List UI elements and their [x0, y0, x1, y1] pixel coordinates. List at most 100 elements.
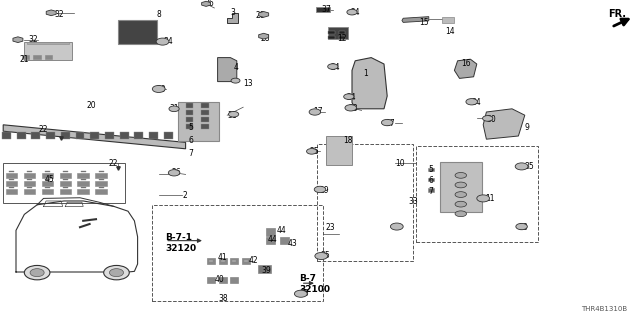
- Text: THR4B1310B: THR4B1310B: [581, 306, 627, 312]
- Bar: [63, 171, 68, 172]
- Bar: [442, 17, 454, 23]
- Bar: [316, 7, 330, 12]
- Polygon shape: [227, 13, 238, 23]
- Text: 44: 44: [276, 226, 286, 235]
- Text: B-7-1
32120: B-7-1 32120: [165, 234, 196, 253]
- Text: 4: 4: [234, 63, 239, 72]
- Polygon shape: [259, 12, 269, 17]
- Text: 26: 26: [172, 168, 181, 177]
- Bar: [207, 277, 215, 283]
- Bar: [63, 187, 68, 188]
- Bar: [95, 173, 107, 178]
- Text: 5: 5: [189, 124, 194, 132]
- Bar: [219, 258, 227, 264]
- Text: 32: 32: [29, 36, 38, 44]
- Text: 25: 25: [310, 148, 319, 156]
- Bar: [428, 168, 434, 171]
- Ellipse shape: [24, 266, 50, 280]
- Bar: [6, 181, 17, 186]
- Bar: [60, 189, 71, 194]
- Ellipse shape: [516, 223, 527, 230]
- Text: 16: 16: [461, 60, 470, 68]
- Bar: [46, 132, 55, 139]
- Text: 37: 37: [321, 5, 331, 14]
- Bar: [266, 237, 275, 244]
- Bar: [22, 55, 29, 59]
- Text: 23: 23: [349, 104, 358, 113]
- Text: 2: 2: [182, 191, 187, 200]
- Text: 33: 33: [518, 223, 528, 232]
- Polygon shape: [202, 1, 211, 6]
- Ellipse shape: [455, 211, 467, 217]
- Text: 8: 8: [157, 10, 161, 19]
- Text: 21: 21: [19, 55, 29, 64]
- Bar: [99, 179, 104, 180]
- Ellipse shape: [347, 9, 357, 15]
- Text: 45: 45: [45, 175, 54, 184]
- Bar: [164, 132, 173, 139]
- Ellipse shape: [168, 170, 180, 176]
- Bar: [428, 188, 434, 192]
- Ellipse shape: [30, 269, 44, 276]
- Bar: [24, 42, 72, 60]
- Text: 24: 24: [330, 63, 340, 72]
- Ellipse shape: [156, 38, 169, 45]
- Text: 6: 6: [429, 176, 434, 185]
- Bar: [99, 187, 104, 188]
- Bar: [328, 36, 335, 39]
- Bar: [120, 132, 129, 139]
- Bar: [152, 205, 323, 301]
- Ellipse shape: [152, 85, 165, 92]
- Text: 7: 7: [429, 188, 434, 196]
- Text: 24: 24: [351, 8, 360, 17]
- Bar: [27, 171, 32, 172]
- Text: 31: 31: [227, 111, 237, 120]
- Bar: [90, 132, 99, 139]
- Polygon shape: [3, 125, 186, 149]
- Text: 28: 28: [256, 12, 266, 20]
- Ellipse shape: [477, 195, 490, 202]
- Bar: [186, 117, 193, 122]
- Bar: [280, 237, 289, 244]
- Bar: [42, 189, 53, 194]
- Text: 30: 30: [486, 115, 496, 124]
- Text: 14: 14: [445, 28, 454, 36]
- Ellipse shape: [381, 119, 393, 126]
- Bar: [45, 55, 52, 59]
- Bar: [3, 163, 125, 203]
- Text: 36: 36: [205, 0, 214, 8]
- Text: 28: 28: [260, 34, 270, 43]
- Polygon shape: [46, 10, 56, 16]
- Ellipse shape: [294, 290, 307, 297]
- Text: 12: 12: [337, 34, 347, 43]
- Text: 35: 35: [525, 162, 534, 171]
- Text: 44: 44: [268, 236, 277, 244]
- Bar: [45, 187, 50, 188]
- Text: 10: 10: [395, 159, 404, 168]
- Ellipse shape: [344, 94, 354, 100]
- Bar: [186, 110, 193, 115]
- Bar: [266, 228, 275, 236]
- Bar: [186, 103, 193, 108]
- Ellipse shape: [345, 105, 356, 111]
- Bar: [428, 178, 434, 181]
- Text: 41: 41: [218, 253, 227, 262]
- Bar: [27, 179, 32, 180]
- Bar: [9, 179, 14, 180]
- Text: 9: 9: [525, 124, 530, 132]
- Text: B-7
32100: B-7 32100: [300, 275, 330, 294]
- Bar: [244, 260, 248, 262]
- Ellipse shape: [315, 252, 328, 260]
- Ellipse shape: [455, 182, 467, 188]
- Ellipse shape: [390, 223, 403, 230]
- Text: 27: 27: [386, 119, 396, 128]
- Text: 23: 23: [325, 223, 335, 232]
- Bar: [221, 260, 225, 262]
- Bar: [230, 258, 238, 264]
- Text: 18: 18: [344, 136, 353, 145]
- Bar: [242, 258, 250, 264]
- Bar: [60, 181, 71, 186]
- Text: 22: 22: [38, 125, 48, 134]
- Polygon shape: [454, 59, 477, 78]
- Bar: [63, 179, 68, 180]
